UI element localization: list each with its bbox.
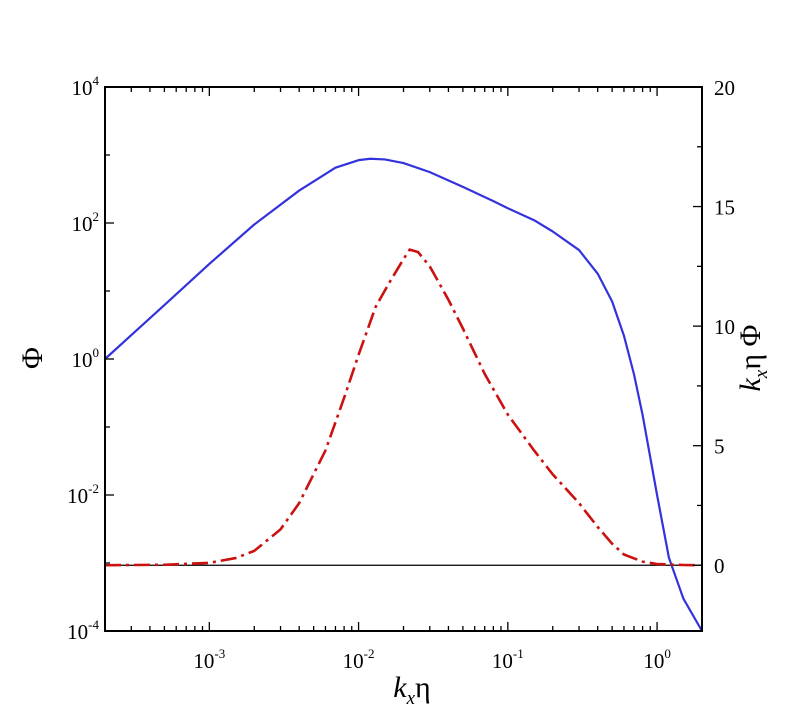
left-y-tick-label: 10-4 xyxy=(67,617,99,644)
curves-layer xyxy=(104,157,703,632)
phi-spectrum-line xyxy=(104,157,703,632)
premultiplied-spectrum-line xyxy=(104,248,696,567)
left-y-tick-label: 100 xyxy=(72,345,100,372)
tick-labels-layer: 10-3 10-2 10-1 100 10-4 10-2 100 102 104 0 5 10 15 20 xyxy=(67,73,735,673)
right-y-tick-label: 20 xyxy=(714,76,735,100)
right-y-tick-label: 0 xyxy=(714,554,725,578)
left-y-axis-label: Φ xyxy=(16,347,49,369)
left-y-tick-label: 102 xyxy=(72,209,100,236)
left-y-tick-label: 10-2 xyxy=(67,481,99,508)
x-tick-label: 10-3 xyxy=(193,646,225,673)
right-y-tick-label: 15 xyxy=(714,196,735,220)
left-y-tick-label: 104 xyxy=(72,73,100,100)
x-tick-label: 10-2 xyxy=(343,646,375,673)
ticks-layer xyxy=(104,86,703,632)
x-tick-label: 100 xyxy=(643,646,671,673)
right-y-tick-label: 5 xyxy=(714,435,725,459)
x-axis-label: kxη xyxy=(393,671,430,709)
x-tick-label: 10-1 xyxy=(492,646,524,673)
plot-frame xyxy=(104,86,703,632)
right-y-axis-label: kxη Φ xyxy=(734,324,772,391)
right-y-tick-label: 10 xyxy=(714,315,735,339)
